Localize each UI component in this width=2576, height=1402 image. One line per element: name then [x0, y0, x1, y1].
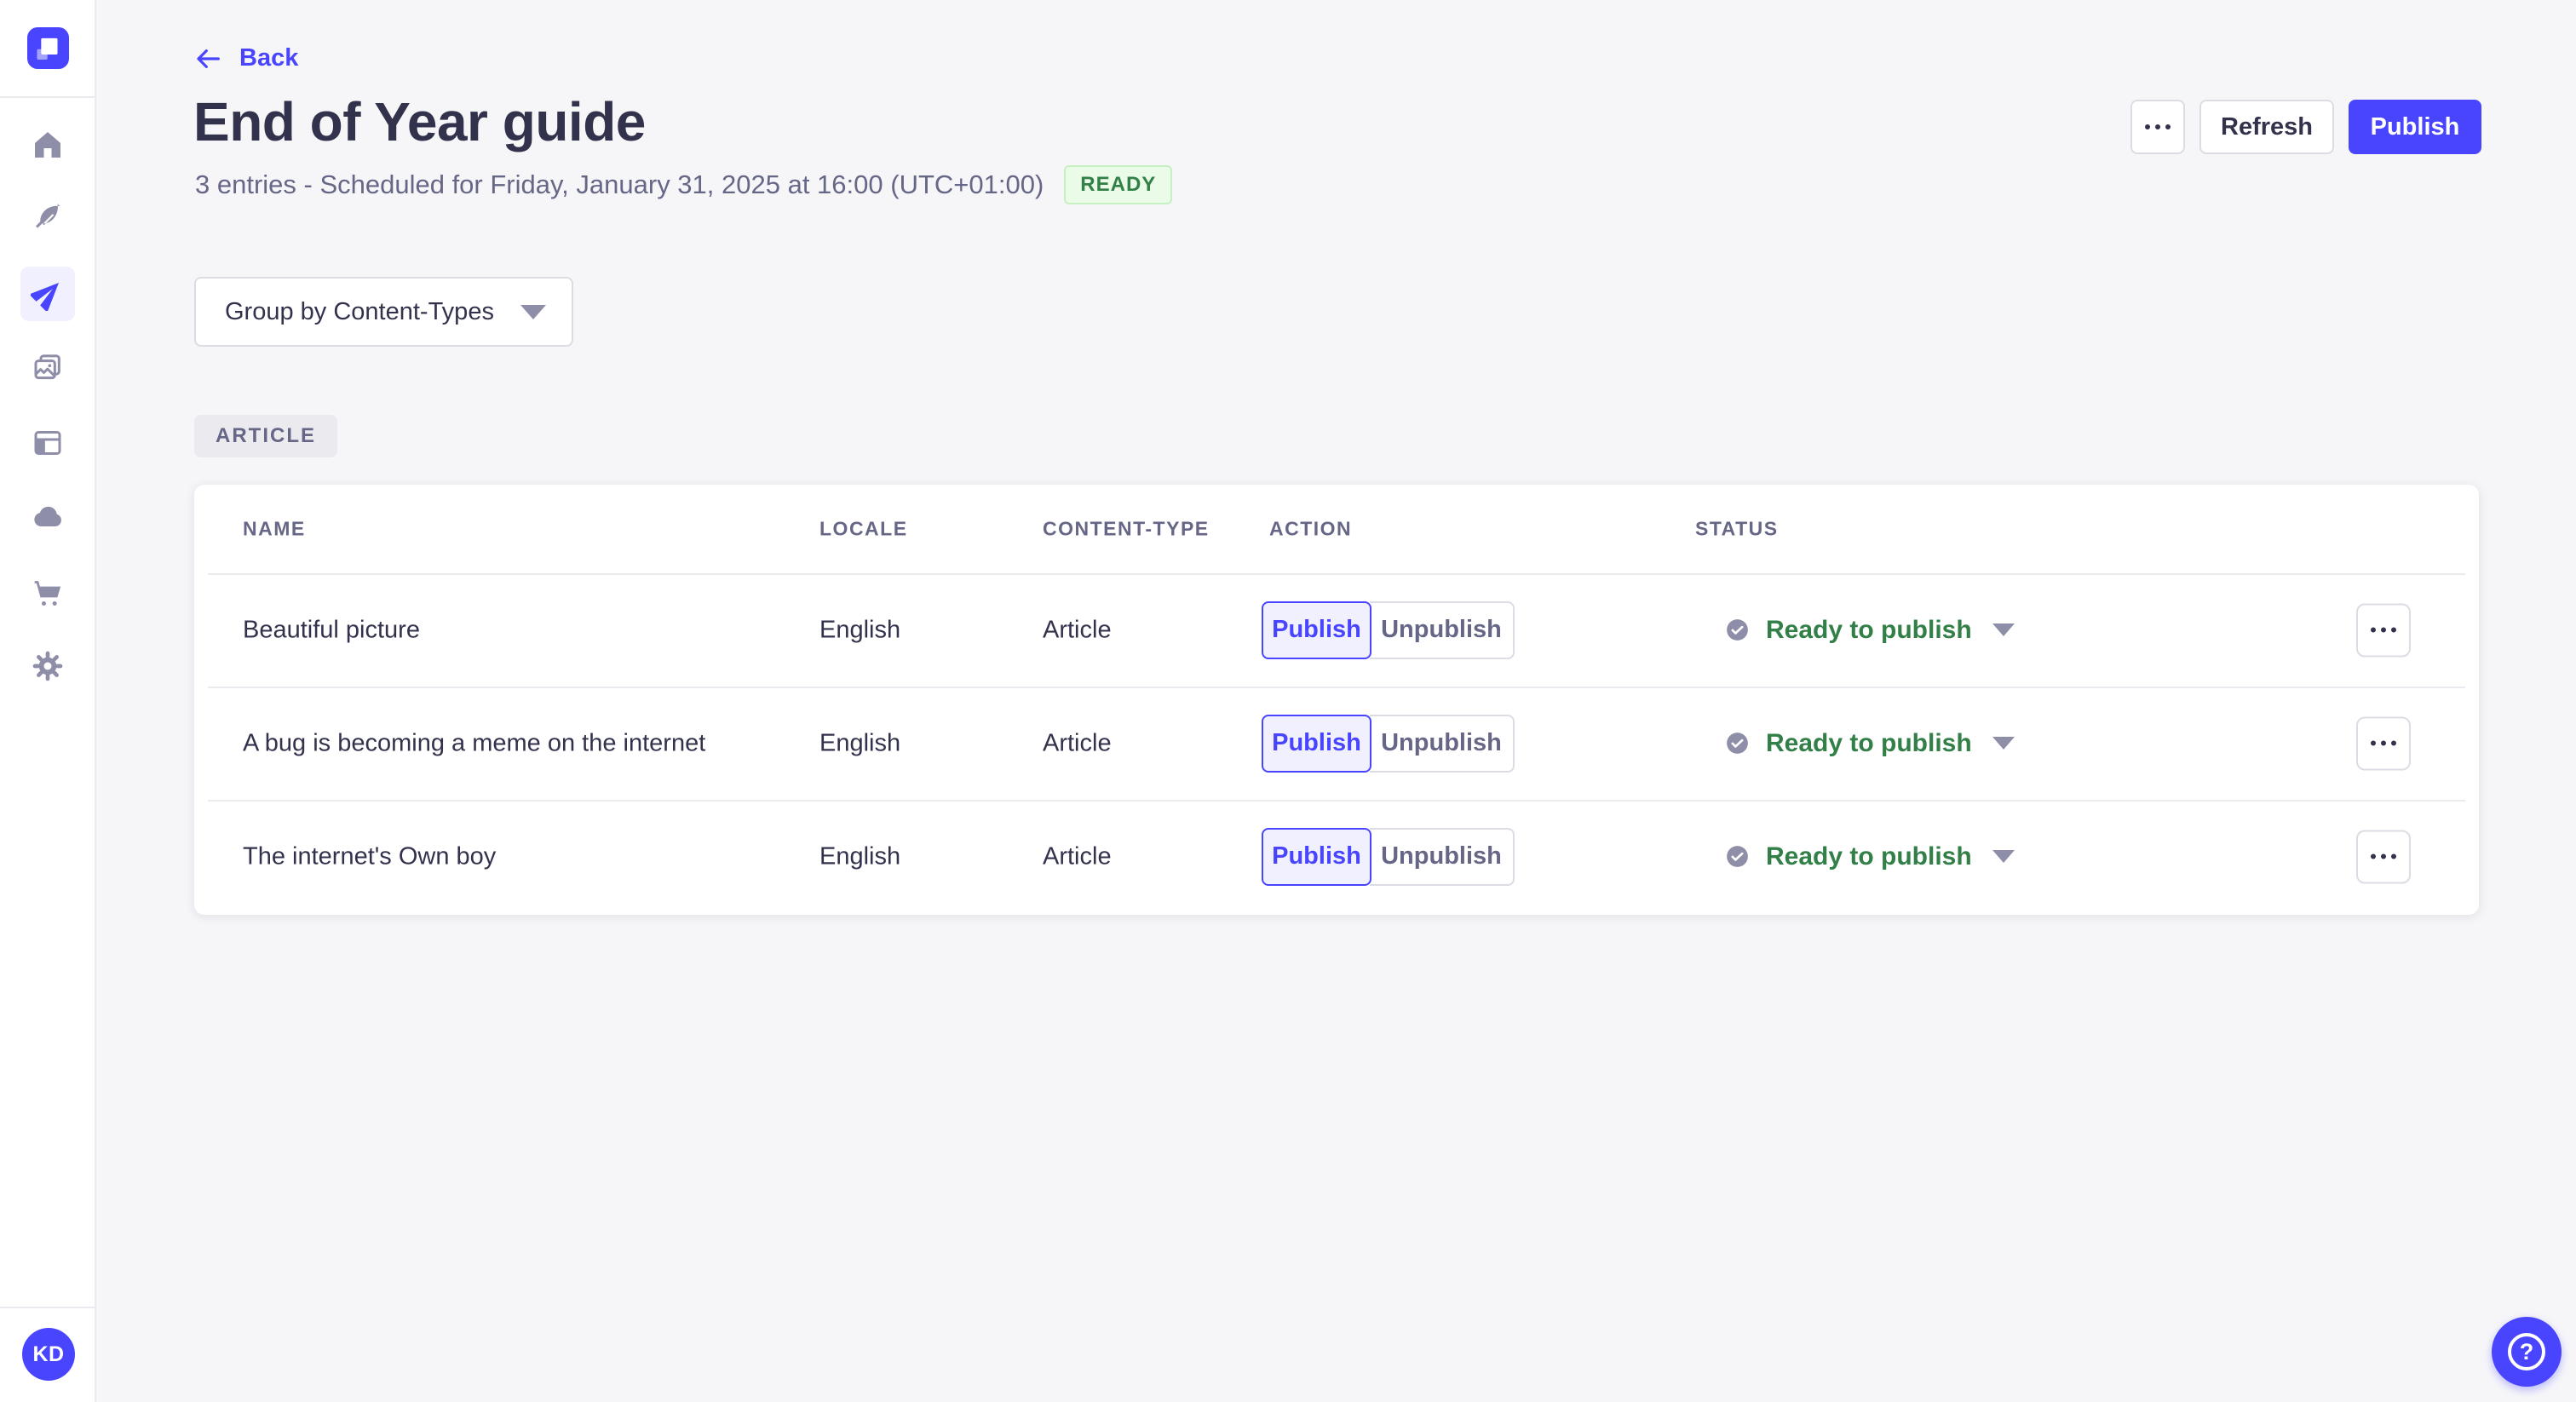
sidebar-item-marketplace[interactable] — [20, 566, 75, 621]
entry-locale: English — [819, 616, 901, 643]
subtitle-row: 3 entries - Scheduled for Friday, Januar… — [195, 162, 1173, 208]
more-icon — [2371, 627, 2396, 633]
row-more-button[interactable] — [2356, 830, 2411, 883]
sidebar-item-releases[interactable] — [20, 267, 75, 321]
check-circle-icon — [1727, 846, 1748, 867]
entry-status-label: Ready to publish — [1766, 615, 1972, 644]
entry-name: The internet's Own boy — [243, 842, 497, 870]
caret-down-icon — [1992, 850, 2015, 863]
row-more-button[interactable] — [2356, 716, 2411, 770]
more-icon — [2371, 740, 2396, 746]
publish-release-button[interactable]: Publish — [2349, 100, 2481, 154]
entries-table: NAME LOCALE CONTENT-TYPE ACTION STATUS B… — [194, 485, 2479, 915]
column-header-content-type: CONTENT-TYPE — [1043, 517, 1210, 540]
entry-status-dropdown[interactable]: Ready to publish — [1726, 616, 2015, 645]
check-circle-icon — [1727, 619, 1748, 641]
group-by-select[interactable]: Group by Content-Types — [194, 277, 573, 347]
back-label: Back — [239, 44, 299, 72]
column-header-status: STATUS — [1695, 517, 1779, 540]
row-more-button[interactable] — [2356, 603, 2411, 657]
layout-icon — [34, 431, 61, 455]
action-toggle: Publish Unpublish — [1262, 714, 1515, 773]
more-icon — [2145, 124, 2171, 129]
publish-toggle-button[interactable]: Publish — [1262, 714, 1371, 773]
more-icon — [2371, 853, 2396, 859]
release-subtitle: 3 entries - Scheduled for Friday, Januar… — [195, 170, 1044, 199]
back-link[interactable]: Back — [195, 44, 298, 72]
entry-status-dropdown[interactable]: Ready to publish — [1726, 842, 2015, 871]
table-row: Beautiful picture English Article Publis… — [194, 573, 2479, 687]
entry-content-type: Article — [1043, 616, 1112, 643]
chevron-down-icon — [520, 304, 546, 319]
gear-icon — [32, 651, 63, 681]
content-type-group-badge: ARTICLE — [194, 415, 337, 457]
entry-name: A bug is becoming a meme on the internet — [243, 729, 706, 756]
strapi-logo-icon[interactable] — [27, 27, 69, 69]
sidebar-item-content-type-builder[interactable] — [20, 416, 75, 470]
cart-icon — [34, 581, 61, 606]
entry-status-label: Ready to publish — [1766, 842, 1972, 871]
table-header: NAME LOCALE CONTENT-TYPE ACTION STATUS — [194, 485, 2479, 573]
images-icon — [34, 354, 60, 380]
caret-down-icon — [1992, 623, 2015, 636]
cloud-icon — [34, 506, 61, 526]
send-icon — [31, 283, 59, 311]
publish-toggle-button[interactable]: Publish — [1262, 827, 1371, 886]
check-circle-icon — [1727, 733, 1748, 754]
caret-down-icon — [1992, 737, 2015, 750]
column-header-name: NAME — [243, 517, 306, 540]
feather-icon — [36, 204, 60, 228]
entry-locale: English — [819, 729, 901, 756]
help-question-mark: ? — [2519, 1338, 2534, 1365]
table-row: A bug is becoming a meme on the internet… — [194, 687, 2479, 800]
sidebar-divider — [0, 1307, 95, 1308]
action-toggle: Publish Unpublish — [1262, 827, 1515, 886]
publish-toggle-button[interactable]: Publish — [1262, 600, 1371, 659]
column-header-action: ACTION — [1269, 517, 1353, 540]
action-toggle: Publish Unpublish — [1262, 600, 1515, 659]
entry-name: Beautiful picture — [243, 616, 420, 643]
page-title: End of Year guide — [193, 91, 646, 152]
sidebar-divider — [0, 96, 95, 98]
entry-status-dropdown[interactable]: Ready to publish — [1726, 729, 2015, 758]
sidebar-item-media-library[interactable] — [20, 341, 75, 395]
user-avatar[interactable]: KD — [22, 1328, 75, 1381]
unpublish-toggle-button[interactable]: Unpublish — [1370, 714, 1515, 773]
entry-locale: English — [819, 842, 901, 870]
sidebar-item-home[interactable] — [20, 118, 75, 172]
table-row: The internet's Own boy English Article P… — [194, 800, 2479, 913]
home-icon — [35, 132, 60, 158]
sidebar: KD — [0, 0, 96, 1402]
sidebar-item-content-manager[interactable] — [20, 192, 75, 246]
sidebar-item-settings[interactable] — [20, 639, 75, 693]
group-by-value: Group by Content-Types — [225, 297, 494, 325]
unpublish-toggle-button[interactable]: Unpublish — [1370, 827, 1515, 886]
column-header-locale: LOCALE — [819, 517, 908, 540]
back-arrow-icon — [197, 49, 220, 68]
unpublish-toggle-button[interactable]: Unpublish — [1370, 600, 1515, 659]
more-actions-button[interactable] — [2130, 100, 2185, 154]
help-icon: ? — [2508, 1333, 2545, 1370]
sidebar-item-deploy[interactable] — [20, 490, 75, 544]
entry-content-type: Article — [1043, 842, 1112, 870]
status-badge: READY — [1064, 165, 1173, 204]
refresh-button[interactable]: Refresh — [2199, 100, 2334, 154]
help-button[interactable]: ? — [2492, 1317, 2562, 1387]
entry-status-label: Ready to publish — [1766, 728, 1972, 757]
entry-content-type: Article — [1043, 729, 1112, 756]
